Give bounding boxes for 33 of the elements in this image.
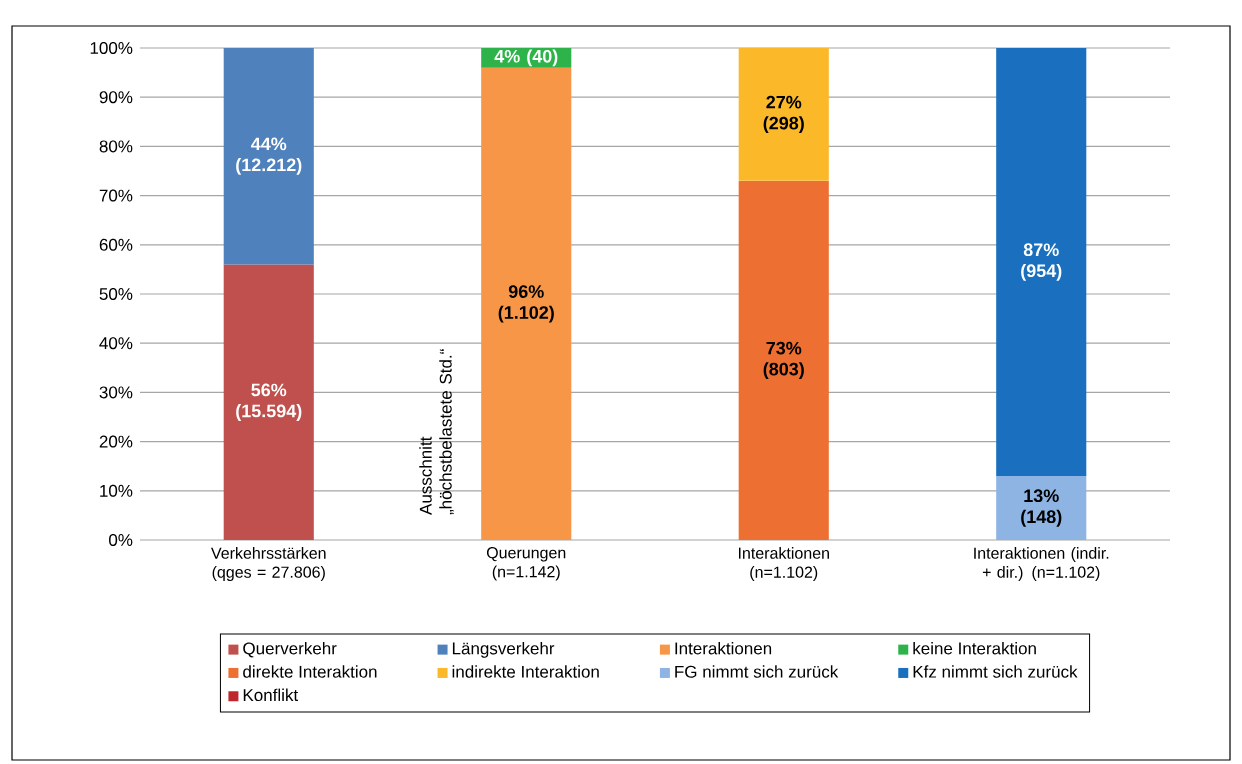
legend-label: direkte Interaktion	[243, 665, 377, 678]
y-tick-label: 0%	[109, 533, 133, 546]
x-tick-label: Verkehrsstärken (qges = 27.806)	[211, 547, 326, 581]
y-tick-label: 90%	[99, 91, 133, 104]
data-label: 13% (148)	[1021, 489, 1062, 527]
legend-label: keine Interaktion	[913, 641, 1036, 655]
data-label: 4% (40)	[494, 49, 558, 67]
x-tick-label: Interaktionen (indir. + dir.) (n=1.102)	[974, 547, 1109, 581]
y-tick-label: 20%	[99, 435, 133, 448]
y-tick-label: 50%	[99, 287, 133, 300]
x-tick-label: Querungen (n=1.142)	[486, 547, 566, 581]
y-tick-label: 40%	[99, 337, 133, 350]
legend-label: indirekte Interaktion	[452, 665, 599, 678]
legend-label: Querverkehr	[243, 641, 337, 658]
y-tick-label: 10%	[100, 484, 133, 497]
data-label: 56% (15.594)	[236, 383, 302, 421]
annotation: Ausschnitt „höchstbelastete Std.“	[419, 349, 454, 515]
legend-label: Konflikt	[243, 688, 299, 702]
x-tick-label: Interaktionen (n=1.102)	[738, 547, 829, 581]
legend-label: Interaktionen	[675, 641, 772, 655]
y-tick-label: 80%	[99, 140, 133, 153]
data-label: 87% (954)	[1021, 243, 1062, 281]
y-tick-label: 60%	[99, 238, 133, 251]
legend-label: FG nimmt sich zurück	[675, 665, 839, 678]
data-label: 44% (12.212)	[236, 137, 302, 175]
y-tick-label: 30%	[99, 386, 133, 399]
data-label: 27% (298)	[763, 95, 804, 134]
legend-label: Längsverkehr	[452, 641, 555, 658]
legend-label: Kfz nimmt sich zurück	[913, 665, 1078, 678]
y-tick-label: 70%	[99, 189, 133, 202]
data-label: 73% (803)	[763, 341, 804, 380]
data-label: 96% (1.102)	[498, 285, 554, 323]
y-tick-label: 100%	[90, 41, 133, 54]
